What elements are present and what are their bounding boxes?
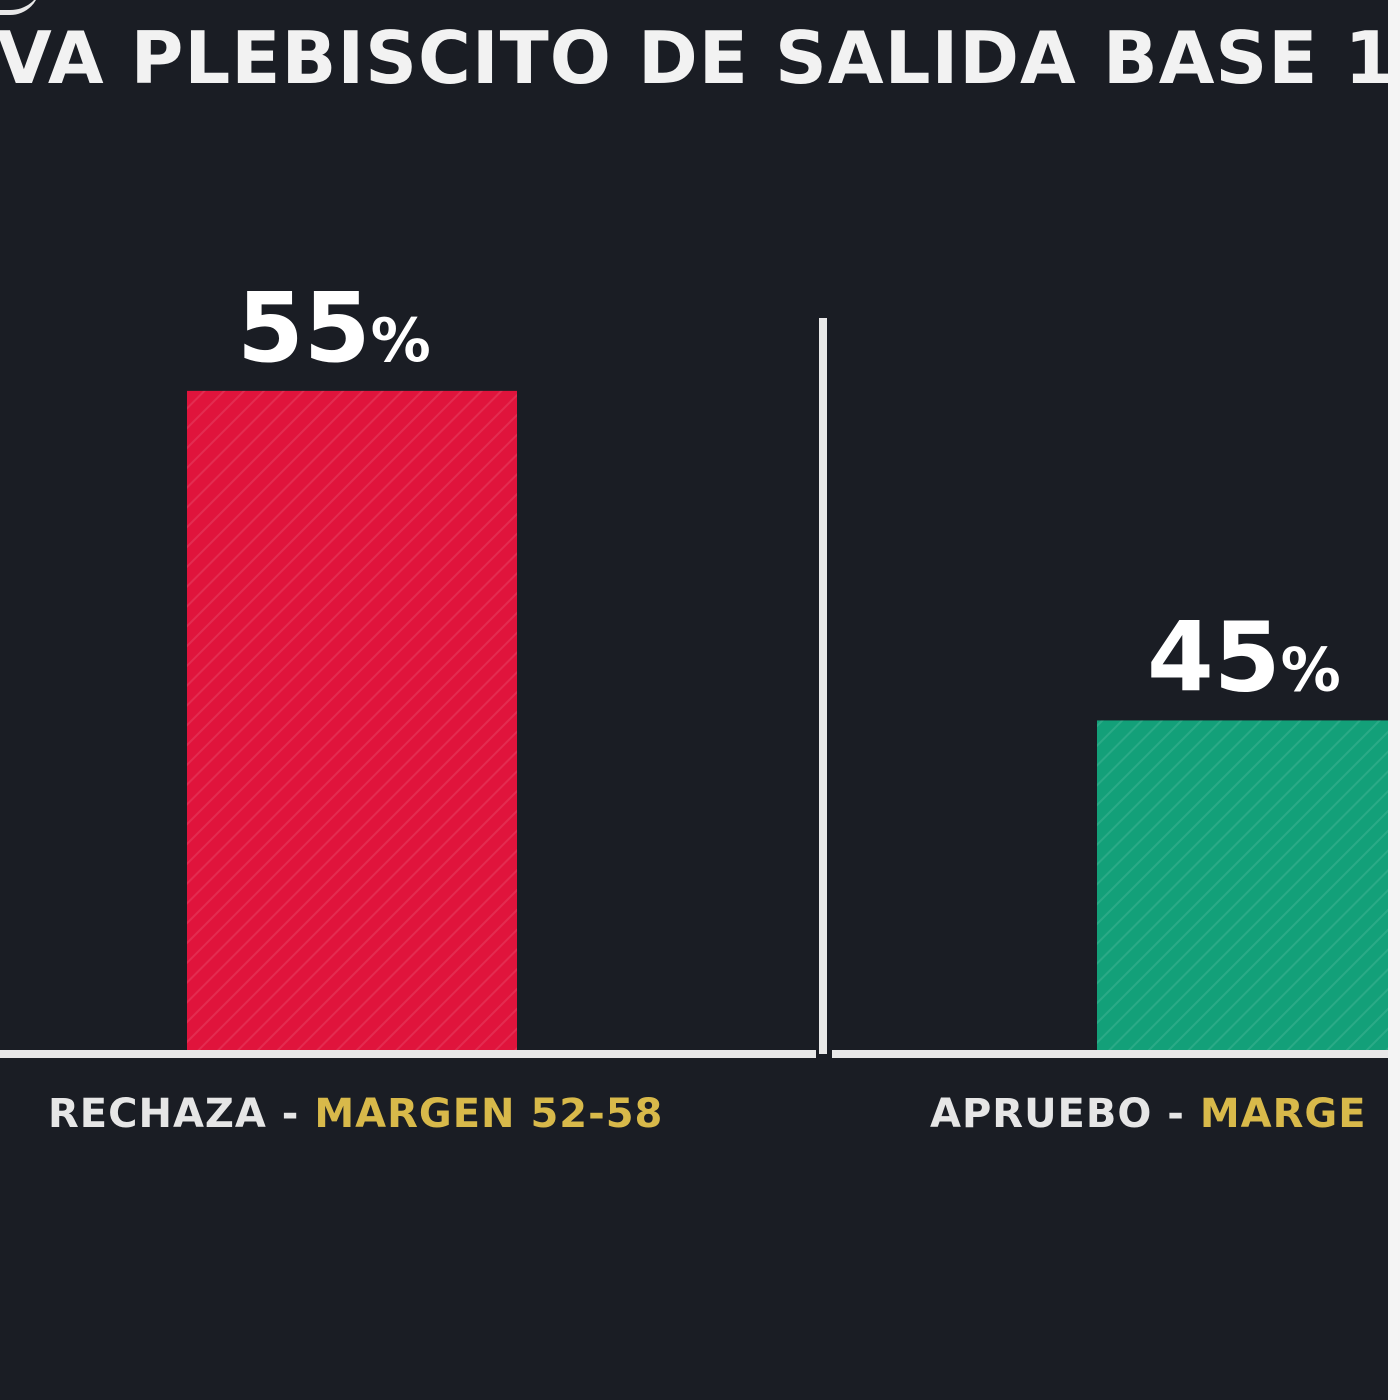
bar-hatch-apruebo: [1097, 720, 1397, 1050]
labels-layer: 55% RECHAZA - MARGEN 52-58 45% APRUEBO - MA…: [48, 272, 1367, 1137]
logo-mark: [0, 0, 40, 15]
category-name: APRUEBO: [930, 1091, 1152, 1137]
bars-layer: [187, 390, 1397, 1050]
chart-title: VA PLEBISCITO DE SALIDA BASE 100: [0, 16, 1400, 100]
value-label-rechaza: 55%: [237, 272, 431, 384]
category-name: RECHAZA: [48, 1091, 267, 1137]
right-edge-strip: [1388, 0, 1400, 1400]
category-margin: MARGE: [1200, 1091, 1367, 1137]
category-separator: -: [267, 1091, 314, 1137]
value-number: 45: [1147, 601, 1281, 713]
bar-hatch-rechaza: [187, 390, 517, 1050]
value-unit: %: [1281, 635, 1341, 705]
category-margin: MARGEN 52-58: [314, 1091, 663, 1137]
value-label-apruebo: 45%: [1147, 601, 1341, 713]
category-label-rechaza: RECHAZA - MARGEN 52-58: [48, 1091, 663, 1137]
value-number: 55: [237, 272, 371, 384]
category-label-apruebo: APRUEBO - MARGE: [930, 1091, 1367, 1137]
value-unit: %: [371, 306, 431, 376]
category-separator: -: [1152, 1091, 1199, 1137]
